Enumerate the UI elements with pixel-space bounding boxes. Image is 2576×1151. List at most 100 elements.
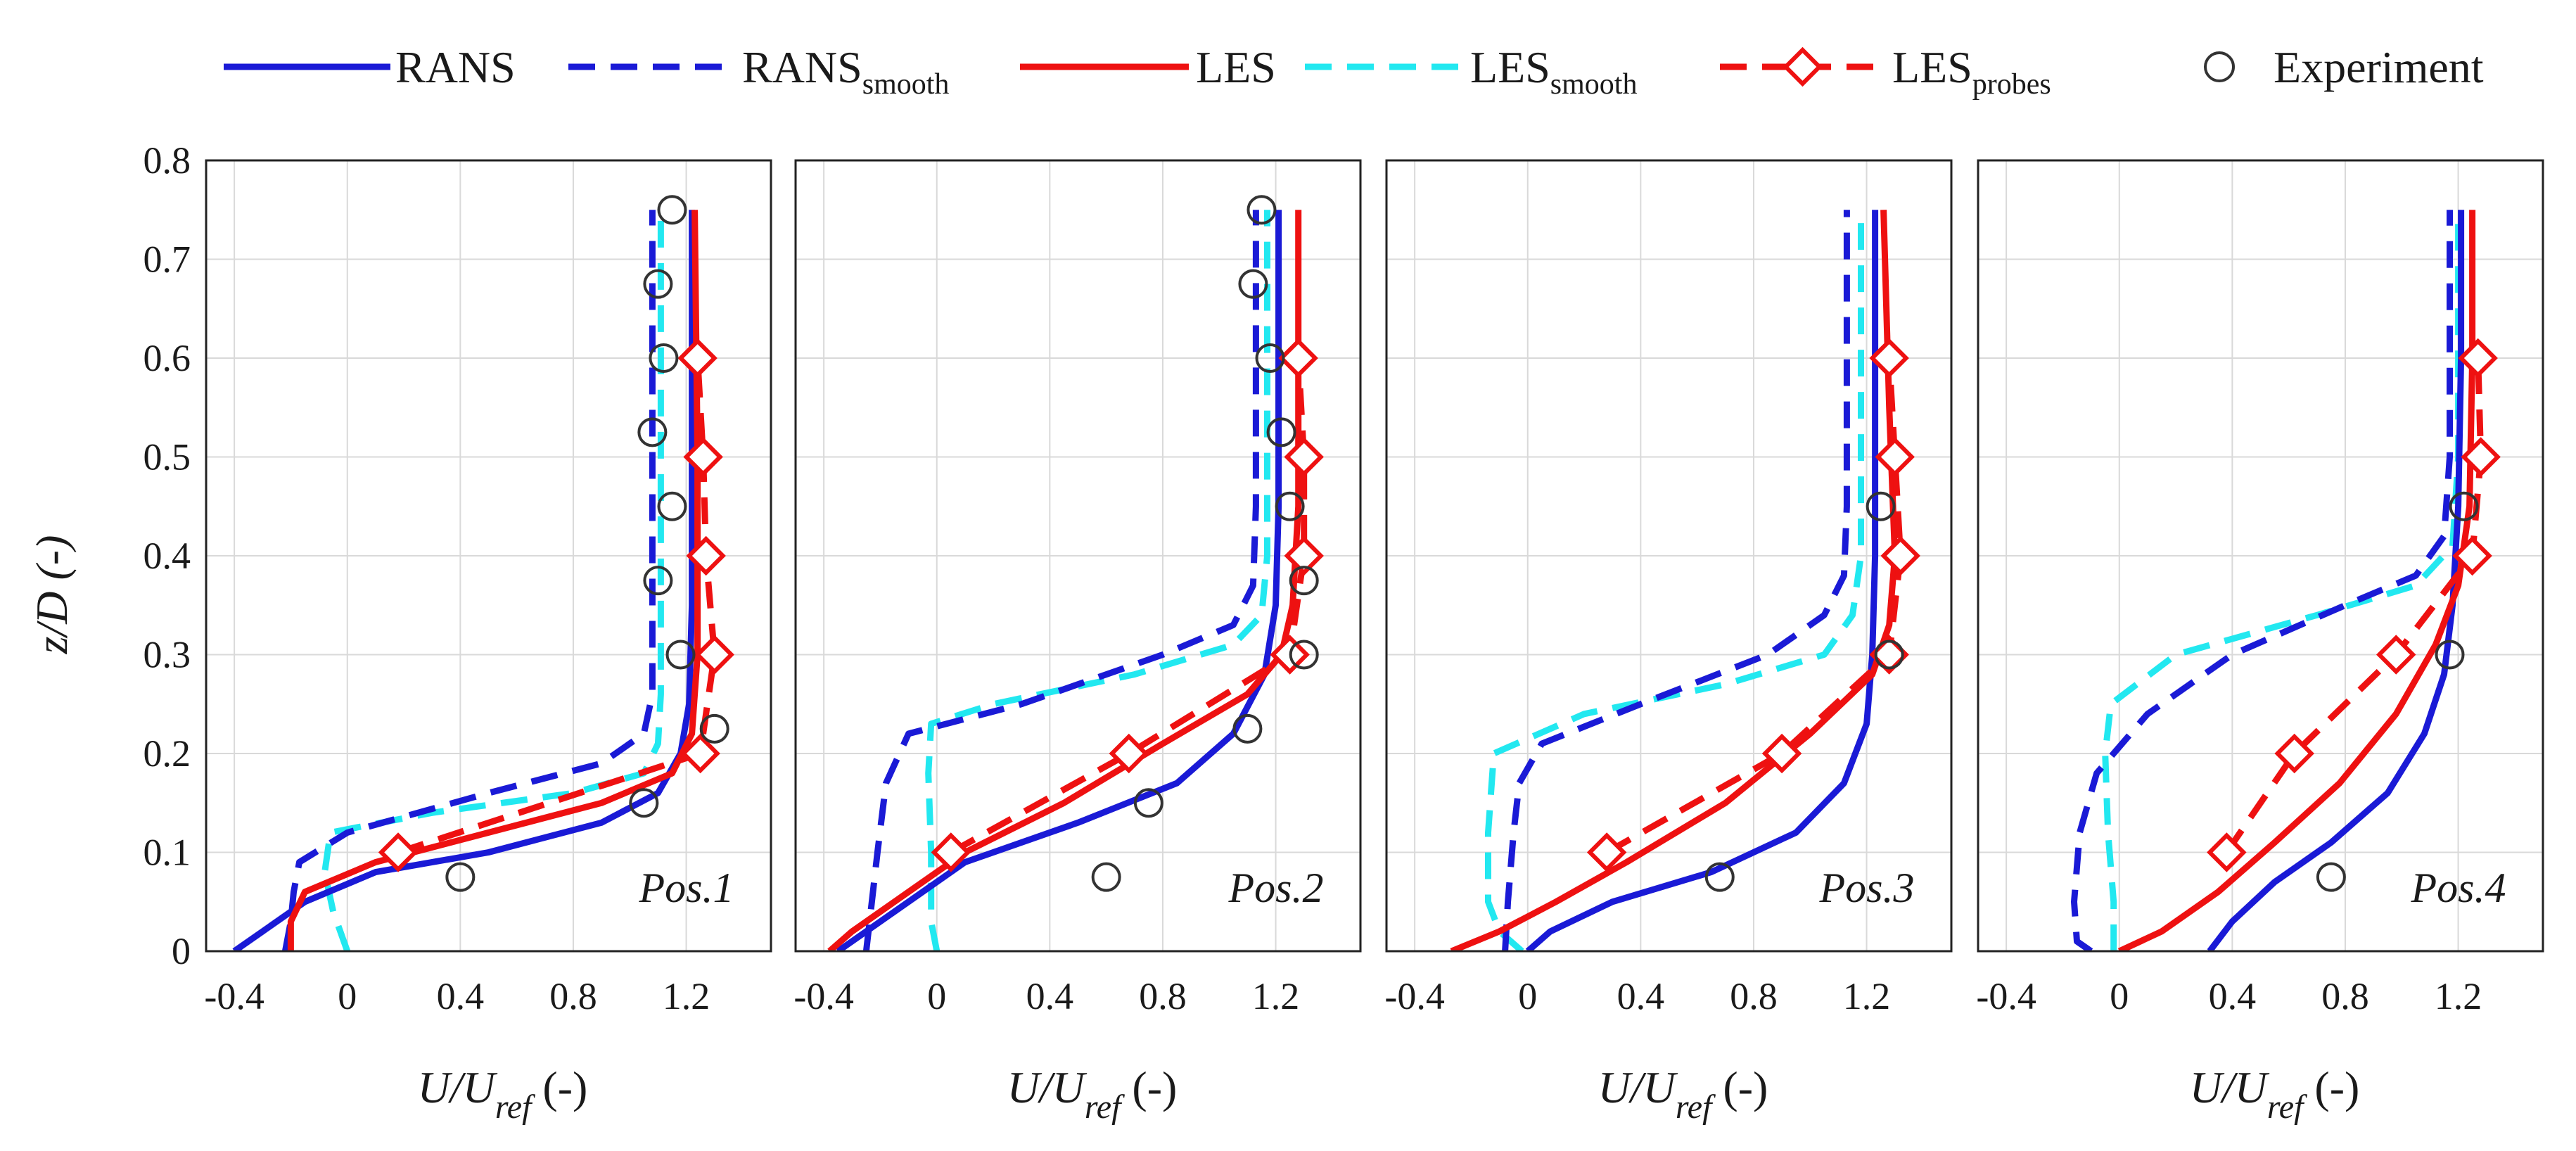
data-point-experiment <box>1866 491 1896 521</box>
panel-frame <box>205 159 772 953</box>
data-point-experiment <box>1874 640 1904 670</box>
data-point-experiment <box>699 713 729 744</box>
series-line-les <box>827 210 1302 951</box>
x-tick-label: 0.8 <box>549 975 597 1017</box>
data-point-experiment <box>445 862 476 892</box>
data-point-les-probes <box>2452 535 2492 576</box>
x-tick-label: 0 <box>2110 975 2129 1017</box>
legend-item-les-smooth: LESsmooth <box>1305 42 1637 101</box>
y-tick-label: 0.8 <box>144 139 191 182</box>
data-point-experiment <box>1275 491 1305 521</box>
data-point-les-probes <box>1284 437 1324 477</box>
series-line-les-probes <box>2224 357 2485 855</box>
data-point-les-probes <box>694 635 734 675</box>
plot-area <box>232 195 734 951</box>
legend-marker-experiment <box>2204 51 2235 82</box>
y-axis-label: z/D (-) <box>27 535 77 655</box>
data-point-experiment <box>1133 788 1163 818</box>
series-line-les-smooth <box>321 210 664 951</box>
panel-label: Pos.1 <box>639 865 734 911</box>
panel-frame <box>794 159 1362 953</box>
data-point-les-probes <box>686 535 726 576</box>
x-tick-label: 0.8 <box>1730 975 1778 1017</box>
legend-item-rans-smooth: RANSsmooth <box>568 42 949 101</box>
x-tick-label: -0.4 <box>1384 975 1444 1017</box>
data-point-experiment <box>657 491 687 521</box>
x-tick-label: 0.4 <box>437 975 485 1017</box>
legend-item-les-probes: LESprobes <box>1720 42 2051 101</box>
series-line-les-probes <box>949 357 1308 856</box>
data-point-les-probes <box>2461 437 2501 477</box>
legend-item-experiment: Experiment <box>2204 42 2484 92</box>
legend-item-rans: RANS <box>224 42 516 92</box>
y-tick-label: 0.1 <box>144 832 191 874</box>
data-point-les-probes <box>2274 733 2314 774</box>
x-tick-label: 1.2 <box>2435 975 2482 1017</box>
data-point-experiment <box>1289 566 1319 596</box>
legend: RANS RANSsmooth LES LESsmooth LESprobes Exper… <box>224 42 2484 101</box>
x-axis-label: U/Uref (-) <box>418 1062 588 1126</box>
data-point-experiment <box>637 417 668 447</box>
x-tick-label: 1.2 <box>663 975 710 1017</box>
data-point-experiment <box>1238 269 1268 299</box>
data-point-les-probes <box>378 832 419 872</box>
panel-2: -0.4 0 0.4 0.8 1.2 Pos.2 U/Uref (-) <box>793 159 1362 1126</box>
series-line-les-smooth <box>925 210 1270 951</box>
x-tick-label: 1.2 <box>1252 975 1300 1017</box>
legend-label: LESsmooth <box>1470 42 1637 101</box>
legend-item-les: LES <box>1020 42 1276 92</box>
y-tick-label: 0.7 <box>144 239 191 281</box>
legend-label: Experiment <box>2274 42 2484 92</box>
series-line-rans <box>2207 210 2465 951</box>
x-tick-label: -0.4 <box>793 975 853 1017</box>
panel-label: Pos.4 <box>2411 865 2506 911</box>
data-point-experiment <box>665 640 696 670</box>
data-point-les-probes <box>1284 535 1324 576</box>
series-line-rans-smooth <box>1502 210 1850 951</box>
x-tick-label: -0.4 <box>1976 975 2036 1017</box>
legend-label: RANSsmooth <box>742 42 949 101</box>
x-tick-label: 0.8 <box>2321 975 2369 1017</box>
data-point-les-probes <box>1109 733 1149 774</box>
legend-label: RANS <box>395 42 516 92</box>
y-tick-label: 0.5 <box>144 436 191 478</box>
data-point-experiment <box>1266 417 1296 447</box>
data-point-experiment <box>2449 491 2479 521</box>
plot-area <box>2071 210 2501 951</box>
data-point-experiment <box>643 566 673 596</box>
series-line-les <box>287 210 701 951</box>
x-tick-label: -0.4 <box>204 975 264 1017</box>
data-point-experiment <box>2435 640 2465 670</box>
x-tick-label: 0.8 <box>1139 975 1187 1017</box>
x-tick-label: 0.4 <box>1617 975 1665 1017</box>
x-tick-label: 0 <box>1518 975 1537 1017</box>
series-line-les-probes <box>397 357 718 856</box>
panel-1: -0.4 0 0.4 0.8 1.2 0 0.1 0.2 0.3 0.4 0.5 0.6 0.7 0.8 P… <box>144 139 772 1126</box>
data-point-experiment <box>1232 713 1263 744</box>
data-point-les-probes <box>1761 733 1802 774</box>
data-point-experiment <box>629 788 659 818</box>
data-point-experiment <box>2316 862 2346 892</box>
x-axis-label: U/Uref (-) <box>1007 1062 1178 1126</box>
panel-3: -0.4 0 0.4 0.8 1.2 Pos.3 U/Uref (-) <box>1384 159 1953 1126</box>
plot-area <box>1450 210 1920 951</box>
data-point-les-probes <box>1880 535 1920 576</box>
y-tick-label: 0.4 <box>144 535 191 577</box>
series-line-les-smooth <box>2102 210 2462 951</box>
data-point-experiment <box>1704 862 1735 892</box>
data-point-experiment <box>1246 195 1277 225</box>
data-point-les-probes <box>1869 338 1909 379</box>
plot-area <box>827 195 1324 951</box>
x-axis-label: U/Uref (-) <box>1598 1062 1768 1126</box>
data-point-les-probes <box>2207 832 2247 872</box>
data-point-experiment <box>657 195 687 225</box>
series-line-rans <box>1525 210 1879 951</box>
panel-4: -0.4 0 0.4 0.8 1.2 Pos.4 U/Uref (-) <box>1976 159 2544 1126</box>
x-axis-label: U/Uref (-) <box>2190 1062 2360 1126</box>
series-line-rans-smooth <box>281 210 656 951</box>
data-point-les-probes <box>931 832 971 872</box>
series-line-rans <box>836 210 1282 951</box>
legend-marker-diamond <box>1783 46 1823 87</box>
data-point-experiment <box>643 269 673 299</box>
panels: -0.4 0 0.4 0.8 1.2 0 0.1 0.2 0.3 0.4 0.5 0.6 0.7 0.8 P… <box>144 139 2544 1126</box>
